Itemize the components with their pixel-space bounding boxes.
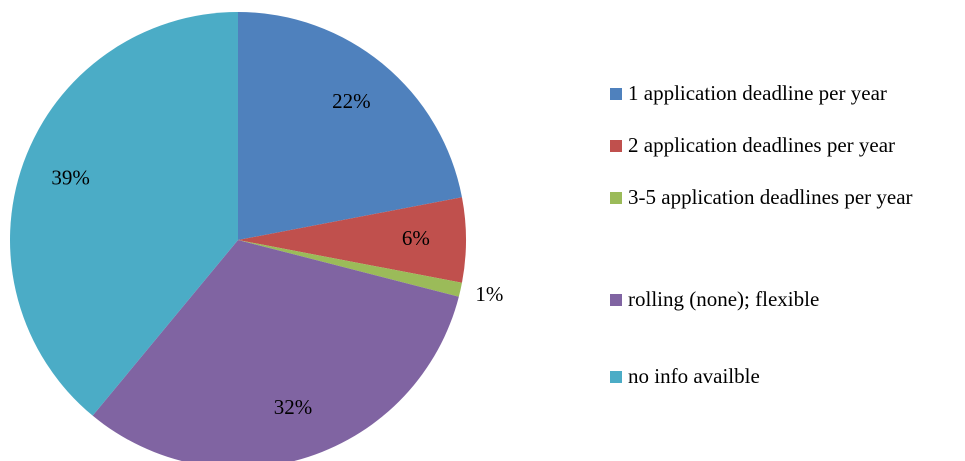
- data-label: 39%: [51, 166, 90, 190]
- legend-swatch: [610, 88, 622, 100]
- legend-swatch: [610, 371, 622, 383]
- legend-label: 3-5 application deadlines per year: [628, 185, 913, 209]
- pie-slice: [238, 240, 462, 297]
- data-label: 1%: [475, 282, 503, 306]
- legend-entry: 3-5 application deadlines per year: [610, 184, 958, 211]
- legend-label: rolling (none); flexible: [628, 287, 820, 311]
- legend-entry: 2 application deadlines per year: [610, 132, 958, 159]
- legend-label: 2 application deadlines per year: [628, 133, 896, 157]
- legend-entry: rolling (none); flexible: [610, 286, 958, 313]
- legend-swatch: [610, 294, 622, 306]
- legend-swatch: [610, 192, 622, 204]
- legend-entry: 1 application deadline per year: [610, 80, 958, 107]
- legend-label: no info availble: [628, 364, 760, 388]
- data-label: 32%: [274, 395, 313, 419]
- data-label: 22%: [332, 89, 371, 113]
- pie-slice: [238, 12, 462, 240]
- pie-slice: [92, 240, 459, 461]
- pie-slice: [9, 12, 238, 416]
- legend-swatch: [610, 140, 622, 152]
- pie-slice: [238, 197, 466, 283]
- legend-label: 1 application deadline per year: [628, 81, 887, 105]
- data-label: 6%: [402, 226, 430, 250]
- legend-entry: no info availble: [610, 363, 958, 390]
